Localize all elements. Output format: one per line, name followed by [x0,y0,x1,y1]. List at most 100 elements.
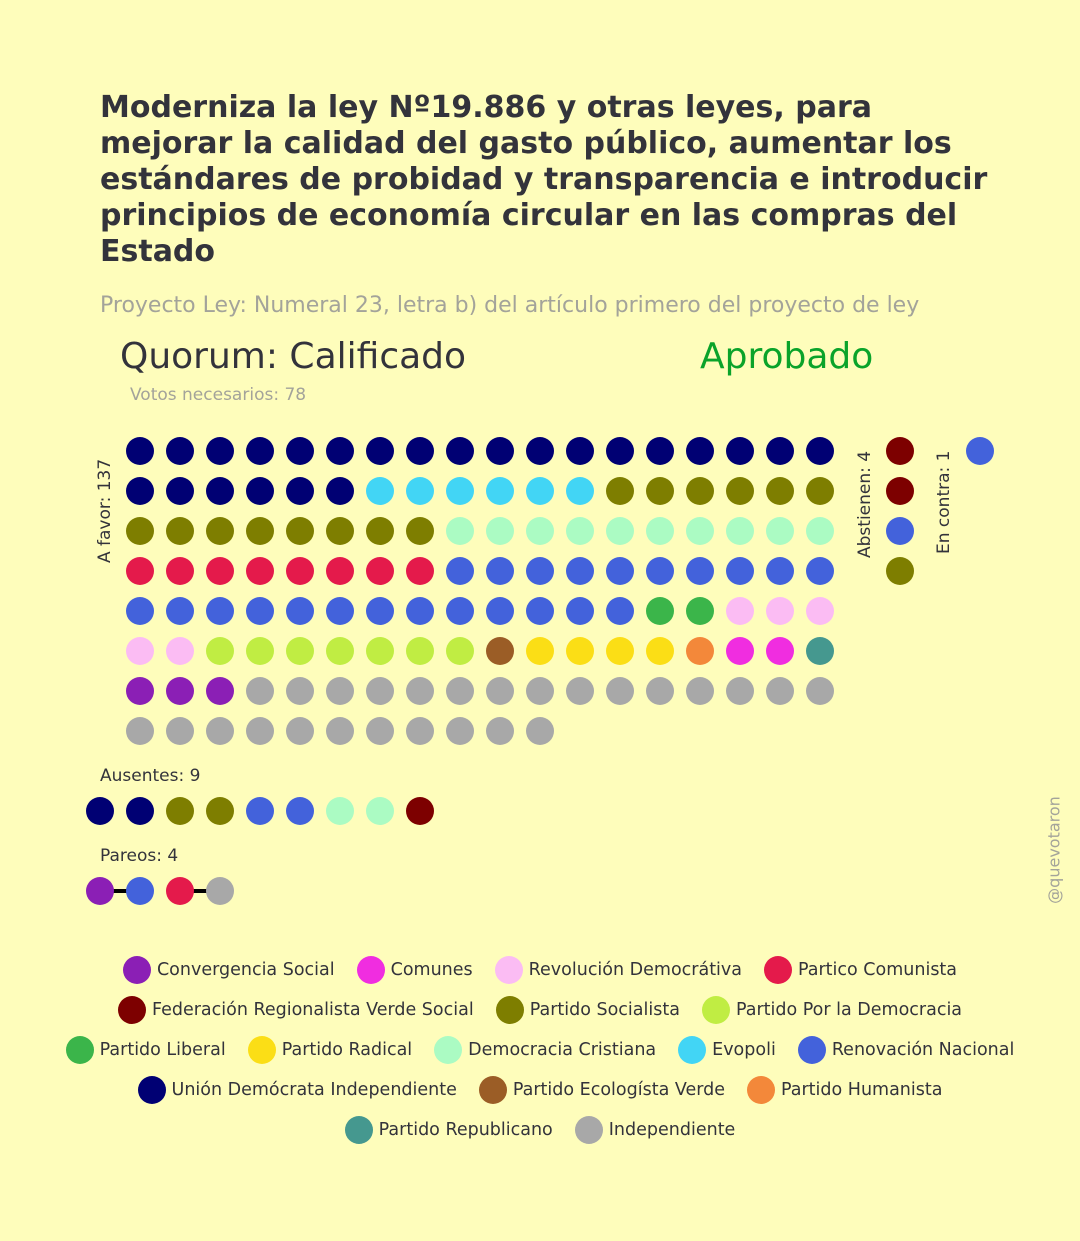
a-favor-seat [446,677,474,705]
a-favor-seat [806,677,834,705]
legend-item: Comunes [356,956,473,984]
legend-swatch [434,1036,463,1064]
abstiene-seat [886,437,914,465]
legend-row: Partido Republicano Independiente [0,1110,1080,1150]
legend-label: Federación Regionalista Verde Social [151,1000,474,1020]
legend-item: Partido Radical [247,1036,412,1064]
abstienen-label: Abstienen: 4 [855,450,875,558]
a-favor-seat [606,677,634,705]
a-favor-seat [486,597,514,625]
a-favor-seat [646,477,674,505]
legend-swatch [494,956,523,984]
legend-swatch [764,956,792,984]
a-favor-seat [566,637,594,665]
a-favor-seat [406,597,434,625]
a-favor-seat [126,717,154,745]
a-favor-seat [566,477,594,505]
a-favor-seat [486,637,514,665]
ausente-seat [126,797,154,825]
abstiene-seat [886,477,914,505]
legend-swatch [122,956,151,984]
a-favor-seat [526,477,554,505]
a-favor-seat [246,517,274,545]
legend-item: Federación Regionalista Verde Social [117,996,474,1024]
pareo-seat [86,877,114,905]
a-favor-seat [206,717,234,745]
a-favor-seat [286,557,314,585]
a-favor-seat [806,437,834,465]
a-favor-seat [686,477,714,505]
a-favor-seat [446,437,474,465]
a-favor-seat [366,557,394,585]
legend-row: Convergencia Social Comunes Revolución Dem… [0,950,1080,990]
a-favor-seat [246,437,274,465]
a-favor-seat [486,717,514,745]
pareo-seat [126,877,154,905]
a-favor-seat [286,477,314,505]
a-favor-seat [326,477,354,505]
legend-item: Partido Ecologísta Verde [478,1076,725,1104]
a-favor-seat [526,677,554,705]
a-favor-seat [166,637,194,665]
a-favor-seat [566,677,594,705]
a-favor-seat [166,717,194,745]
vote-title: Moderniza la ley Nº19.886 y otras leyes,… [100,90,988,269]
a-favor-seat [366,717,394,745]
a-favor-seat [726,557,754,585]
ausentes-label: Ausentes: 9 [100,766,201,786]
legend-item: Independiente [574,1116,736,1144]
a-favor-seat [486,517,514,545]
legend-label: Convergencia Social [156,960,335,980]
a-favor-seat [486,437,514,465]
a-favor-seat [286,597,314,625]
ausente-seat [246,797,274,825]
a-favor-seat [766,677,794,705]
a-favor-seat [486,677,514,705]
ausente-seat [286,797,314,825]
a-favor-seat [246,717,274,745]
legend-label: Partido Humanista [781,1080,943,1100]
a-favor-seat [526,597,554,625]
a-favor-seat [606,477,634,505]
legend-item: Democracia Cristiana [434,1036,656,1064]
legend-label: Unión Demócrata Independiente [171,1080,457,1100]
a-favor-seat [686,557,714,585]
a-favor-seat [366,477,394,505]
legend-item: Evopoli [678,1036,776,1064]
a-favor-seat [686,437,714,465]
a-favor-seat [606,517,634,545]
legend-swatch [495,996,524,1024]
a-favor-seat [326,597,354,625]
a-favor-seat [366,437,394,465]
a-favor-seat [286,517,314,545]
a-favor-seat [366,677,394,705]
a-favor-seat [566,557,594,585]
a-favor-seat [126,517,154,545]
a-favor-seat [166,677,194,705]
en-contra-label: En contra: 1 [934,450,954,554]
abstiene-seat [886,557,914,585]
legend-item: Partido Liberal [65,1036,226,1064]
a-favor-seat [526,717,554,745]
a-favor-seat [126,557,154,585]
a-favor-seat [326,517,354,545]
pareo-seat [206,877,234,905]
a-favor-seat [726,477,754,505]
a-favor-seat [806,557,834,585]
legend-row: Federación Regionalista Verde Social Part… [0,990,1080,1030]
legend-label: Independiente [608,1120,736,1140]
a-favor-seat [406,437,434,465]
ausente-seat [406,797,434,825]
legend-item: Revolución Democrátiva [494,956,742,984]
a-favor-seat [526,437,554,465]
pareo-link [104,889,136,893]
a-favor-seat [206,557,234,585]
a-favor-seat [806,597,834,625]
a-favor-seat [286,717,314,745]
a-favor-seat [646,597,674,625]
a-favor-seat [526,557,554,585]
ausente-seat [166,797,194,825]
legend-item: Partido Por la Democracia [701,996,962,1024]
legend-label: Evopoli [712,1040,776,1060]
a-favor-seat [166,597,194,625]
